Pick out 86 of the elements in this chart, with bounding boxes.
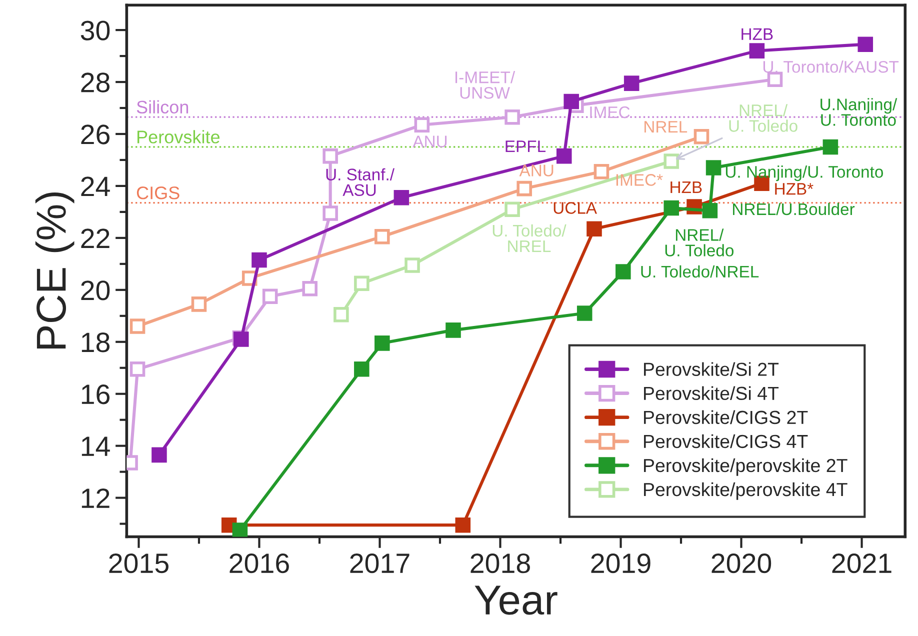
point	[302, 280, 318, 296]
point	[586, 221, 602, 236]
point	[130, 318, 146, 334]
point	[191, 296, 207, 312]
y-tick-label: 20	[81, 280, 110, 300]
x-tick-label: 2015	[109, 553, 168, 574]
y-tick-label: 30	[80, 20, 110, 40]
annotation: NREL/ U. Toledo	[729, 104, 798, 132]
annotation: U. Nanjing/U. Toronto	[726, 166, 883, 182]
point	[576, 306, 592, 321]
annotation: IMEC*	[616, 174, 663, 186]
point	[414, 117, 430, 133]
y-tick-label: 26	[81, 124, 110, 144]
y-tick-label: 12	[82, 488, 110, 508]
x-tick-label: 2016	[230, 553, 289, 574]
point	[354, 362, 370, 377]
annotation: U. Toledo/ NREL	[492, 224, 566, 252]
legend-label: Perovskite/perovskite 4T	[644, 482, 848, 500]
point	[702, 203, 718, 218]
x-axis-title: Year	[474, 586, 558, 615]
point	[262, 288, 278, 304]
x-tick-label: 2017	[350, 553, 410, 574]
point	[374, 336, 390, 351]
point	[334, 306, 349, 322]
annotation: ANU	[519, 164, 554, 176]
x-tick-label: 2019	[591, 553, 650, 574]
y-tick-label: 14	[82, 436, 110, 456]
point	[749, 43, 765, 58]
point	[767, 72, 783, 88]
point	[564, 94, 579, 110]
point	[322, 148, 338, 164]
y-axis-title: PCE (%)	[35, 192, 74, 349]
ref-line-label: CIGS	[136, 186, 180, 200]
legend-label: Perovskite/perovskite 2T	[644, 458, 848, 476]
point	[455, 517, 471, 533]
annotation: NREL	[644, 121, 688, 133]
ref-line-label: Perovskite	[138, 130, 220, 144]
point	[152, 447, 167, 463]
annotation: NREL/U.Boulder	[733, 202, 855, 216]
point	[504, 202, 520, 217]
y-tick-label: 16	[82, 384, 110, 404]
point	[556, 148, 572, 164]
legend-label: Perovskite/CIGS 2T	[644, 410, 808, 424]
point	[822, 139, 838, 155]
point	[394, 190, 410, 206]
legend-label: Perovskite/Si 2T	[644, 362, 779, 376]
annotation: U.Nanjing/ U. Toronto	[820, 98, 898, 126]
annotation: U. Toledo/NREL	[641, 265, 759, 278]
y-tick-label: 22	[81, 228, 110, 248]
point	[404, 258, 420, 273]
legend-label: Perovskite/CIGS 4T	[644, 434, 808, 448]
point	[232, 522, 248, 537]
annotation: IMEC	[590, 106, 630, 118]
x-tick-label: 2020	[712, 553, 772, 574]
ref-line-label: Silicon	[136, 100, 188, 114]
point	[616, 264, 631, 280]
point	[252, 252, 267, 268]
annotation: HZB	[670, 182, 702, 193]
annotation: UCLA	[554, 202, 597, 214]
annotation: HZB*	[775, 183, 814, 195]
point	[446, 322, 461, 338]
y-tick-label: 28	[81, 72, 110, 92]
point	[664, 200, 680, 216]
x-tick-label: 2018	[470, 553, 530, 574]
point	[322, 206, 338, 221]
annotation: NREL/ U. Toledo	[665, 228, 734, 256]
point	[858, 36, 874, 52]
y-tick-label: 18	[82, 332, 110, 352]
y-tick-label: 24	[81, 176, 110, 196]
point	[516, 180, 532, 196]
point	[594, 164, 610, 180]
point	[694, 128, 710, 144]
legend-label: Perovskite/Si 4T	[644, 386, 779, 400]
point	[624, 76, 640, 91]
point	[130, 362, 146, 377]
x-tick-label: 2021	[832, 553, 892, 574]
annotation: EPFL	[506, 140, 546, 152]
point	[354, 276, 370, 292]
annotation: ANU	[412, 136, 447, 148]
annotation: I-MEET/ UNSW	[456, 71, 516, 99]
point	[664, 154, 680, 169]
point	[706, 160, 722, 176]
point	[504, 109, 520, 125]
annotation: U. Stanf./ ASU	[326, 168, 395, 196]
annotation: HZB	[742, 28, 773, 40]
point	[374, 228, 390, 244]
